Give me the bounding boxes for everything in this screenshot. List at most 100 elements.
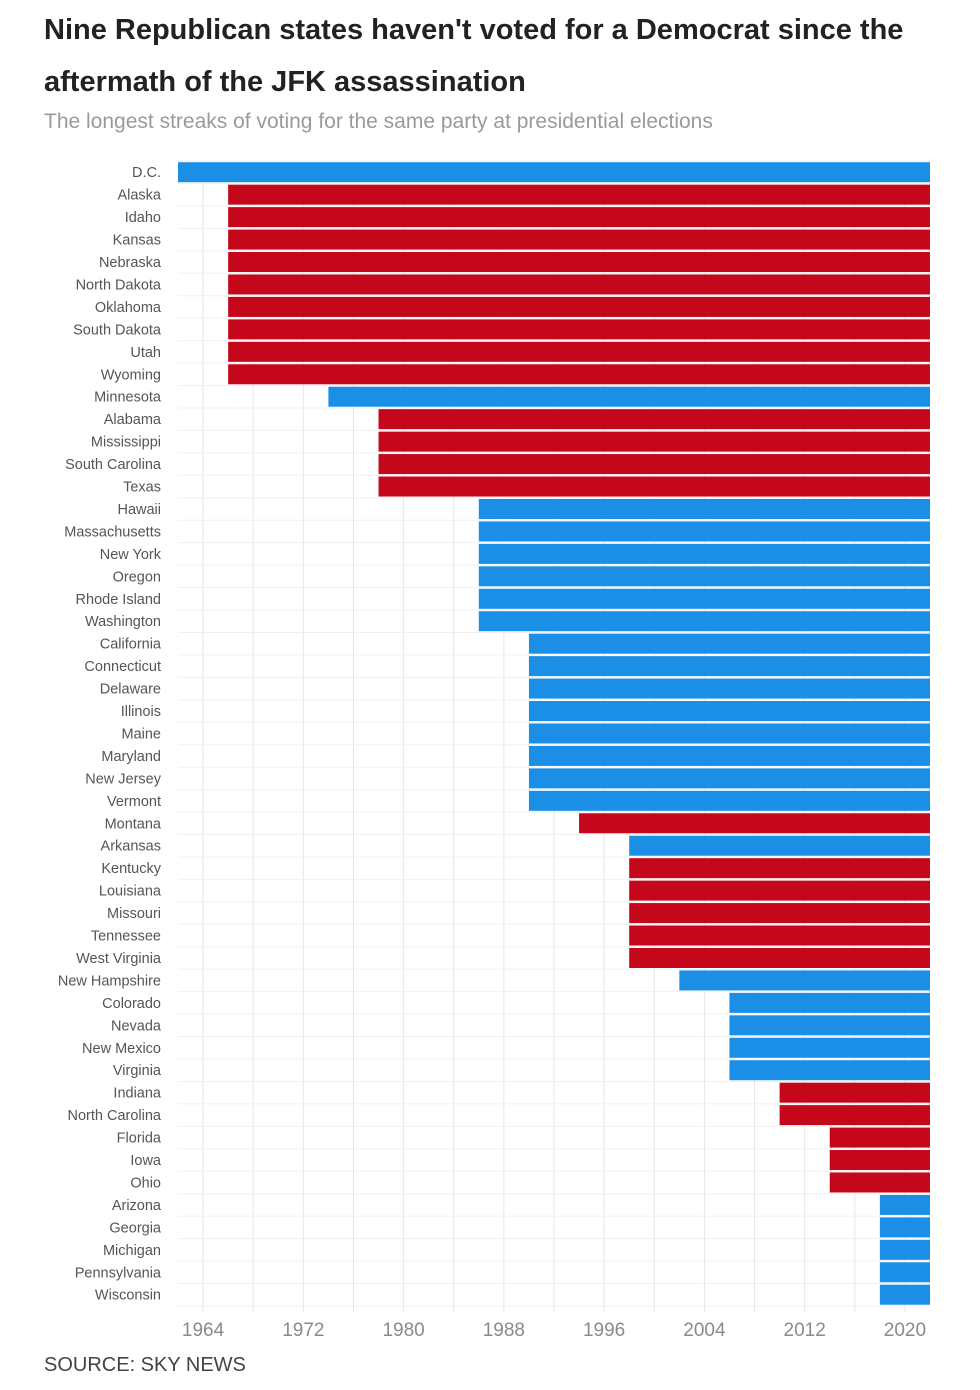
bar-oklahoma <box>228 296 931 317</box>
state-label: Colorado <box>102 996 161 1012</box>
x-tick-label: 1988 <box>483 1320 525 1341</box>
state-label: Indiana <box>113 1086 162 1102</box>
x-tick-label: 1972 <box>282 1320 324 1341</box>
state-label: Rhode Island <box>76 592 161 608</box>
bar-south-dakota <box>228 319 931 340</box>
state-label: Idaho <box>125 210 161 226</box>
source-note: SOURCE: SKY NEWS <box>44 1354 246 1376</box>
state-label: Tennessee <box>91 929 161 945</box>
bar-mississippi <box>378 431 930 452</box>
state-label: North Carolina <box>68 1108 162 1124</box>
bar-arizona <box>879 1194 930 1215</box>
state-label: Wyoming <box>101 367 161 383</box>
state-label: Arkansas <box>101 839 161 855</box>
state-label: Montana <box>105 816 162 832</box>
bar-delaware <box>528 678 930 699</box>
x-tick-label: 1980 <box>382 1320 424 1341</box>
state-label: North Dakota <box>76 277 162 293</box>
bar-maine <box>528 723 930 744</box>
state-label: Oregon <box>113 569 161 585</box>
state-label: Washington <box>85 614 161 630</box>
state-label: Nebraska <box>99 255 162 271</box>
bar-west-virginia <box>629 947 930 968</box>
bar-nevada <box>729 1015 930 1036</box>
bar-rhode-island <box>478 588 930 609</box>
bar-north-carolina <box>779 1105 930 1126</box>
state-label: Hawaii <box>117 502 161 518</box>
state-label: Michigan <box>103 1243 161 1259</box>
chart-subtitle: The longest streaks of voting for the sa… <box>44 110 713 133</box>
bar-maryland <box>528 745 930 766</box>
bar-south-carolina <box>378 454 930 475</box>
bar-arkansas <box>629 835 930 856</box>
state-label: Oklahoma <box>95 300 162 316</box>
state-label: Mississippi <box>91 435 161 451</box>
bar-pennsylvania <box>879 1262 930 1283</box>
bar-massachusetts <box>478 521 930 542</box>
x-tick-label: 1964 <box>182 1320 225 1341</box>
state-label: Florida <box>117 1131 162 1147</box>
state-label: Missouri <box>107 906 161 922</box>
bar-d-c <box>178 162 930 183</box>
bar-hawaii <box>478 498 930 519</box>
state-label: West Virginia <box>76 951 162 967</box>
bar-wisconsin <box>879 1284 930 1305</box>
bar-kentucky <box>629 858 930 879</box>
bar-texas <box>378 476 930 497</box>
chart-title: Nine Republican states haven't voted for… <box>44 14 904 98</box>
bar-georgia <box>879 1217 930 1238</box>
bar-vermont <box>528 790 930 811</box>
bar-ohio <box>829 1172 930 1193</box>
state-label: Alabama <box>104 412 162 428</box>
state-label: New Jersey <box>85 771 161 787</box>
bar-iowa <box>829 1150 930 1171</box>
state-label: New Mexico <box>82 1041 161 1057</box>
bar-nebraska <box>228 252 931 273</box>
bar-washington <box>478 611 930 632</box>
state-label-layer: D.C. Alaska Idaho Kansas Nebraska North Dakot… <box>58 165 162 1304</box>
x-tick-label: 1996 <box>583 1320 625 1341</box>
bar-connecticut <box>528 656 930 677</box>
bar-utah <box>228 341 931 362</box>
bar-wyoming <box>228 364 931 385</box>
bar-missouri <box>629 903 930 924</box>
bar-new-jersey <box>528 768 930 789</box>
bar-idaho <box>228 207 931 228</box>
state-label: New Hampshire <box>58 973 161 989</box>
x-axis: 1964 1972 1980 1988 1996 2004 2012 2020 <box>182 1320 926 1341</box>
bar-michigan <box>879 1239 930 1260</box>
state-label: California <box>100 637 162 653</box>
state-label: Vermont <box>107 794 161 810</box>
bar-alaska <box>228 184 931 205</box>
state-label: Kentucky <box>101 861 161 877</box>
x-tick-label: 2012 <box>784 1320 826 1341</box>
state-label: Pennsylvania <box>75 1265 162 1281</box>
bar-illinois <box>528 701 930 722</box>
state-label: Iowa <box>130 1153 162 1169</box>
bar-indiana <box>779 1082 930 1103</box>
streaks-bar-chart: D.C. Alaska Idaho Kansas Nebraska North Dakot… <box>58 160 931 1341</box>
state-label: Georgia <box>109 1220 162 1236</box>
state-label: New York <box>100 547 162 563</box>
state-label: Arizona <box>112 1198 162 1214</box>
bar-tennessee <box>629 925 930 946</box>
bar-north-dakota <box>228 274 931 295</box>
state-label: Connecticut <box>84 659 161 675</box>
bar-new-hampshire <box>679 970 930 991</box>
x-tick-label: 2020 <box>884 1320 926 1341</box>
state-label: Kansas <box>113 233 161 249</box>
state-label: South Carolina <box>65 457 162 473</box>
bar-oregon <box>478 566 930 587</box>
bar-minnesota <box>328 386 930 407</box>
state-label: Wisconsin <box>95 1288 161 1304</box>
x-tick-label: 2004 <box>683 1320 726 1341</box>
state-label: Louisiana <box>99 884 162 900</box>
bar-florida <box>829 1127 930 1148</box>
state-label: Utah <box>130 345 161 361</box>
bar-alabama <box>378 409 930 430</box>
bar-new-mexico <box>729 1037 930 1058</box>
bar-california <box>528 633 930 654</box>
state-label: South Dakota <box>73 322 162 338</box>
bar-virginia <box>729 1060 930 1081</box>
bar-louisiana <box>629 880 930 901</box>
